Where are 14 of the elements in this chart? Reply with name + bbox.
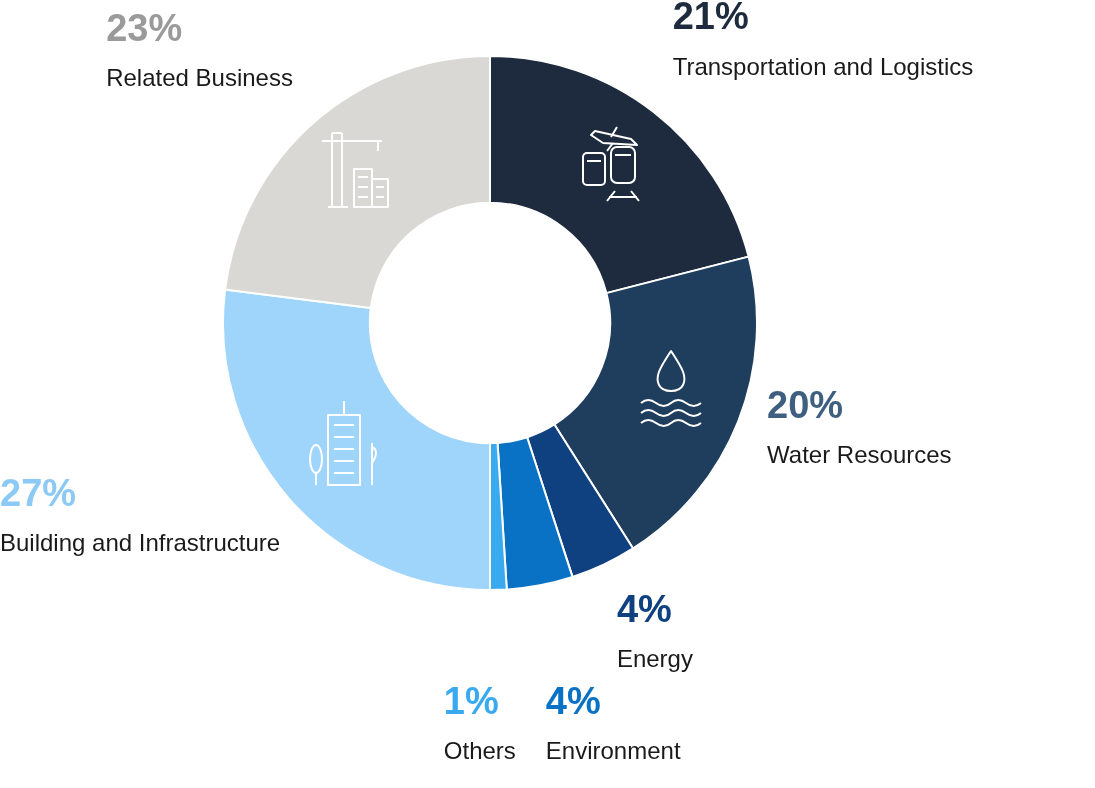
data-label: 20% [767, 384, 844, 427]
slice-label: Energy [616, 645, 693, 673]
slice-label: Others [443, 737, 516, 765]
data-label: 1% [443, 680, 499, 723]
data-label: 4% [616, 588, 672, 631]
data-label: 4% [545, 680, 601, 723]
slice-label: Water Resources [767, 441, 952, 469]
slice-label: Building and Infrastructure [0, 528, 281, 556]
data-label: 21% [672, 0, 749, 38]
slice-label: Related Business [106, 64, 293, 92]
data-label: 23% [106, 6, 183, 49]
data-label: 27% [0, 471, 77, 514]
slice-label: Environment [545, 737, 681, 765]
slice-label: Transportation and Logistics [672, 52, 974, 80]
